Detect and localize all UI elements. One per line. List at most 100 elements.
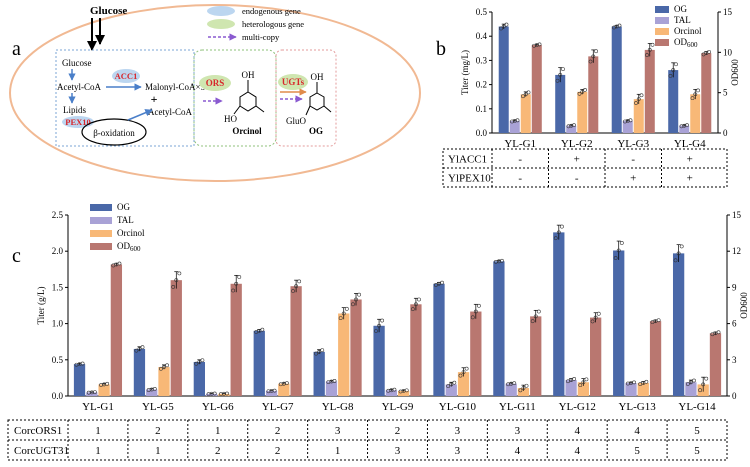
- legend-multicopy: multi-copy: [242, 32, 280, 42]
- replicate-point-og: [317, 349, 322, 354]
- bar-od600: [709, 333, 722, 396]
- replicate-point-od600: [414, 302, 418, 307]
- replicate-point-orcinol: [701, 382, 706, 387]
- replicate-point-od600: [645, 53, 649, 57]
- replicate-point-tal: [332, 379, 337, 383]
- panel-letter-b: b: [436, 38, 446, 60]
- table-cell: 3: [335, 425, 341, 437]
- replicate-point-orcinol: [521, 386, 526, 390]
- bar-tal: [685, 382, 697, 396]
- bar-od600: [588, 56, 599, 133]
- acetyl-coa2-label: Acetyl-CoA: [148, 107, 192, 117]
- bar-od600: [530, 316, 542, 396]
- bar-od600: [350, 299, 362, 396]
- replicate-point-tal: [212, 391, 217, 396]
- bar-tal: [445, 384, 457, 396]
- bar-og: [672, 253, 685, 396]
- y-tick-label-right: 3: [732, 355, 737, 365]
- y-tick-label-left: 2.5: [52, 210, 64, 220]
- replicate-point-orcinol: [461, 370, 466, 375]
- replicate-point-orcinol: [644, 379, 649, 384]
- replicate-point-od600: [530, 319, 535, 324]
- bar-tal: [265, 390, 278, 396]
- replicate-point-og: [676, 251, 681, 256]
- replicate-point-og: [555, 78, 560, 83]
- chart-b: 0.0 0.1 0.2 0.3 0.4 0.5 0 5 10 15 Titer (mg/L) OD60…: [442, 4, 740, 188]
- y-tick-label-left: 0.0: [52, 391, 64, 401]
- y-axis-label-left: Titer (g/L): [36, 287, 46, 325]
- replicate-point-tal: [632, 380, 636, 385]
- bar-od600: [470, 311, 482, 396]
- replicate-point-od600: [351, 302, 355, 307]
- replicate-point-tal: [628, 118, 633, 123]
- bar-tal: [625, 382, 637, 396]
- x-tick-label: YL-G3: [617, 138, 649, 150]
- plus-sign: +: [151, 92, 158, 106]
- replicate-point-og: [561, 67, 565, 72]
- x-tick-label: YL-G10: [439, 401, 477, 413]
- replicate-point-od600: [417, 297, 421, 302]
- replicate-point-orcinol: [636, 97, 641, 102]
- replicate-point-orcinol: [584, 377, 589, 382]
- bar-tal: [146, 389, 158, 396]
- compartment-ors: [193, 49, 277, 147]
- replicate-point-orcinol: [165, 363, 169, 368]
- replicate-point-orcinol: [581, 380, 586, 385]
- replicate-point-og: [377, 323, 381, 328]
- replicate-point-od600: [596, 311, 601, 316]
- replicate-point-og: [314, 351, 318, 356]
- table-cell: 4: [574, 445, 580, 457]
- replicate-point-tal: [452, 380, 457, 385]
- heterologous-gene-swatch: [207, 19, 235, 29]
- replicate-point-od600: [174, 278, 179, 283]
- legend-swatch-orcinol: [90, 230, 112, 237]
- replicate-point-og: [617, 23, 622, 28]
- panel-letter-c: c: [12, 245, 21, 267]
- replicate-point-od600: [594, 49, 598, 54]
- replicate-point-og: [671, 68, 676, 72]
- replicate-point-od600: [477, 303, 481, 308]
- beta-to-acetyl-arrow: [127, 109, 153, 121]
- y-tick-label-right: 5: [723, 88, 728, 98]
- bar-orcinol: [98, 384, 110, 396]
- bar-og: [555, 74, 566, 133]
- bar-og: [553, 232, 565, 396]
- replicate-point-od600: [297, 279, 302, 284]
- orcinol-ring: [239, 91, 257, 112]
- bar-og: [133, 348, 146, 396]
- glucose-label: Glucose: [62, 58, 92, 68]
- y-tick-label-left: 0.5: [52, 355, 64, 365]
- beta-oxidation-label: β-oxidation: [93, 128, 135, 138]
- replicate-point-od600: [171, 285, 176, 289]
- y-tick-label-left: 0.0: [476, 128, 488, 138]
- bar-og: [498, 26, 509, 133]
- bar-od600: [590, 317, 602, 396]
- bar-od600: [410, 304, 422, 396]
- replicate-point-og: [140, 345, 145, 350]
- bar-tal: [566, 125, 577, 133]
- bar-orcinol: [338, 313, 350, 396]
- table-cell: 4: [634, 425, 640, 437]
- replicate-point-orcinol: [580, 89, 585, 94]
- replicate-point-od600: [534, 43, 539, 47]
- bar-orcinol: [278, 383, 290, 396]
- bar-orcinol: [398, 390, 410, 396]
- x-tick-label: YL-G2: [561, 138, 593, 150]
- table-cell: 1: [95, 425, 101, 437]
- replicate-point-od600: [593, 315, 598, 320]
- legend-label-od600: OD600: [117, 241, 141, 253]
- y-tick-label-right: 15: [732, 210, 742, 220]
- replicate-point-orcinol: [634, 101, 638, 105]
- replicate-point-og: [558, 73, 563, 77]
- legend-label-og: OG: [117, 202, 130, 212]
- bar-og: [493, 261, 505, 396]
- y-tick-label-left: 0.4: [476, 31, 488, 41]
- replicate-point-orcinol: [518, 388, 523, 393]
- replicate-point-tal: [685, 123, 689, 128]
- replicate-point-tal: [566, 124, 571, 129]
- replicate-point-orcinol: [225, 391, 229, 396]
- replicate-point-og: [501, 24, 506, 29]
- replicate-point-od600: [294, 284, 299, 289]
- ors-gene: [199, 75, 231, 91]
